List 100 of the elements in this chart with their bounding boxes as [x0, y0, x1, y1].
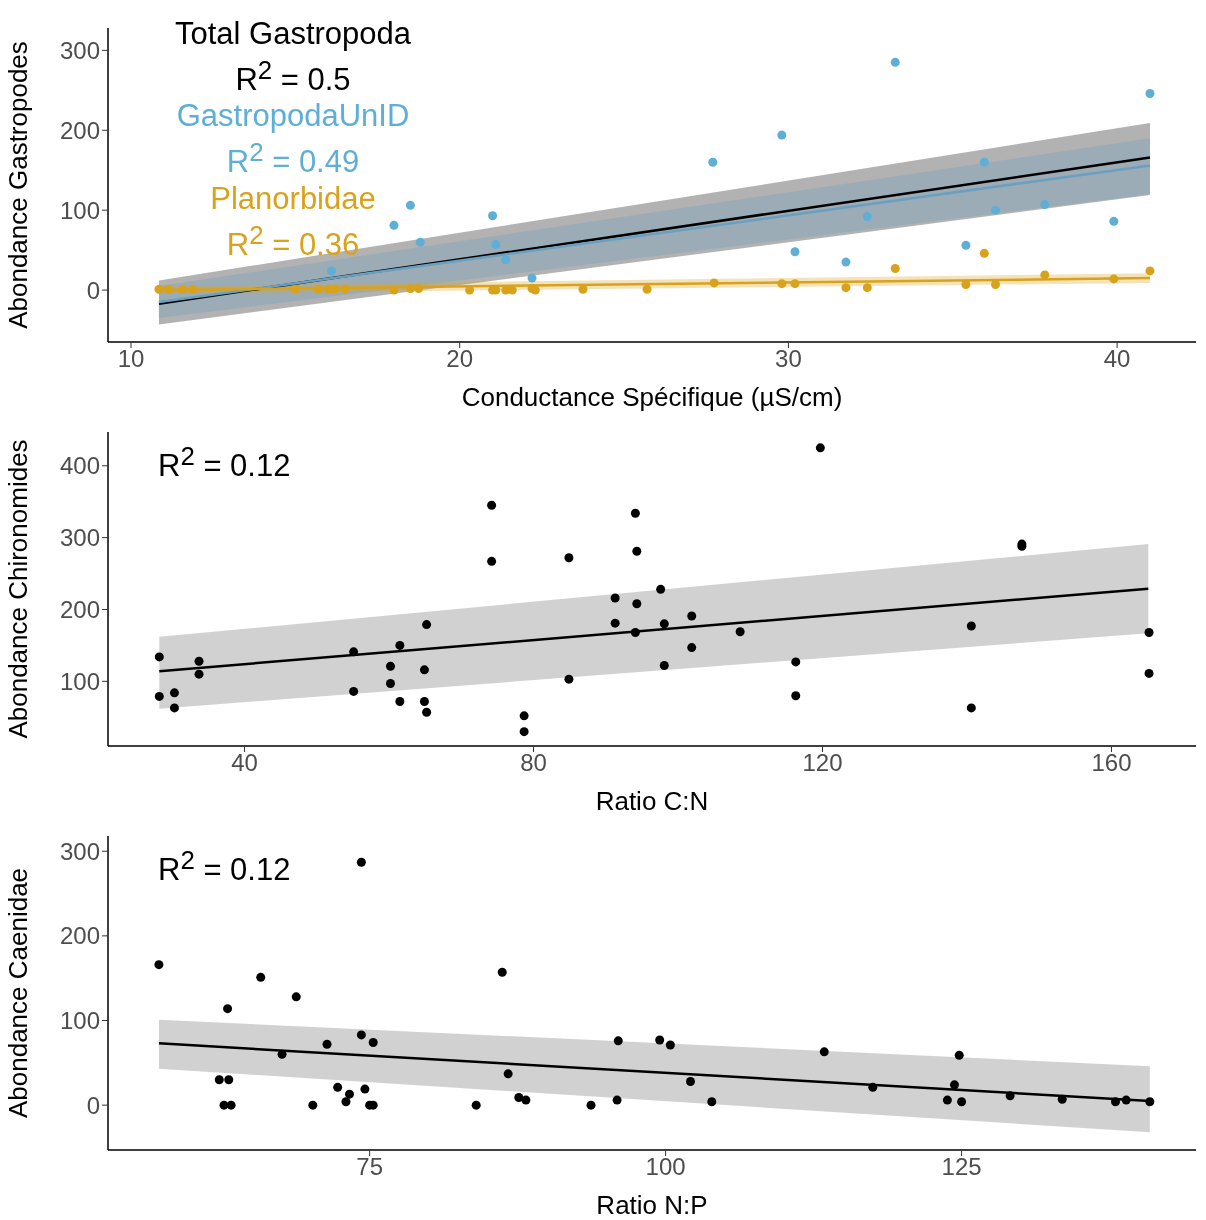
point: [979, 157, 989, 167]
point: [488, 211, 498, 221]
point: [163, 284, 173, 294]
point: [308, 1100, 318, 1110]
y-tick-label: 400: [59, 452, 100, 480]
point: [419, 696, 429, 706]
point: [349, 686, 359, 696]
point: [735, 627, 745, 637]
point: [1144, 627, 1154, 637]
point: [395, 640, 405, 650]
point: [527, 273, 537, 283]
y-axis-title: Abondance Caenidae: [3, 867, 34, 1119]
point: [405, 283, 415, 293]
point: [419, 665, 429, 675]
point: [1144, 668, 1154, 678]
point: [790, 247, 800, 257]
point: [942, 1095, 952, 1105]
x-tick-label: 40: [1103, 345, 1131, 373]
point: [687, 643, 697, 653]
point: [1109, 274, 1119, 284]
point: [790, 279, 800, 289]
point: [966, 621, 976, 631]
point: [1005, 1091, 1015, 1101]
point: [819, 1047, 829, 1057]
x-tick-label: 40: [231, 749, 258, 777]
point: [422, 620, 432, 630]
point: [414, 283, 424, 293]
y-tick-label: 100: [59, 667, 100, 695]
point: [791, 657, 801, 667]
y-tick-label: 300: [59, 36, 100, 64]
point: [777, 279, 787, 289]
point: [632, 546, 642, 556]
point: [632, 599, 642, 609]
point: [385, 661, 395, 671]
point: [154, 960, 164, 970]
point: [777, 130, 787, 140]
point: [707, 1097, 717, 1107]
annotation: R$^{2}$ = 0.49: [225, 137, 361, 181]
point: [979, 248, 989, 258]
point: [214, 1075, 224, 1085]
point: [564, 674, 574, 684]
point: [291, 992, 301, 1002]
y-tick-label: 300: [59, 524, 100, 552]
point: [154, 284, 164, 294]
point: [194, 669, 204, 679]
point: [1145, 1097, 1155, 1107]
text: Planorbidae: [209, 180, 377, 217]
point: [415, 237, 425, 247]
point: [519, 711, 529, 721]
y-tick-label: 0: [86, 1091, 100, 1119]
point: [356, 857, 366, 867]
y-tick-label: 200: [59, 116, 100, 144]
point: [223, 1004, 233, 1014]
x-axis-title: Ratio C:N: [595, 786, 709, 816]
point: [890, 263, 900, 273]
point: [966, 703, 976, 713]
point: [1040, 270, 1050, 280]
x-axis-title: Ratio N:P: [596, 1190, 708, 1220]
point: [659, 619, 669, 629]
point: [890, 57, 900, 67]
text: GastropodaUnID: [175, 98, 411, 135]
point: [333, 1082, 343, 1092]
point: [368, 1038, 378, 1048]
x-tick-label: 10: [117, 345, 145, 373]
point: [659, 661, 669, 671]
y-tick-label: 0: [86, 276, 100, 304]
point: [356, 1030, 366, 1040]
y-axis-title: Abondance Chironomides: [3, 439, 34, 739]
text: Total Gastropoda: [173, 16, 413, 52]
point: [340, 284, 350, 294]
point: [642, 284, 652, 294]
point: [862, 212, 872, 222]
point: [656, 584, 666, 594]
point: [322, 1039, 332, 1049]
x-tick-label: 30: [775, 345, 802, 373]
point: [1111, 1097, 1120, 1107]
point: [1057, 1094, 1067, 1104]
point: [1145, 266, 1155, 276]
annotation: R$^{2}$ = 0.12: [158, 846, 291, 889]
point: [154, 691, 164, 701]
point: [487, 556, 497, 566]
point: [630, 627, 640, 637]
y-tick-label: 200: [59, 596, 100, 623]
point: [1109, 216, 1119, 226]
point: [277, 1049, 287, 1059]
annotation: R$^{2}$ = 0.5: [234, 55, 352, 99]
point: [961, 240, 971, 250]
point: [471, 1100, 481, 1110]
y-tick-label: 200: [59, 922, 100, 950]
point: [514, 1093, 524, 1103]
point: [385, 678, 395, 688]
point: [685, 1076, 695, 1086]
point: [610, 618, 620, 628]
point: [290, 284, 300, 294]
point: [389, 220, 399, 230]
point: [862, 283, 872, 293]
point: [187, 284, 197, 294]
x-tick-label: 75: [356, 1153, 383, 1181]
point: [687, 611, 697, 621]
point: [330, 284, 340, 294]
